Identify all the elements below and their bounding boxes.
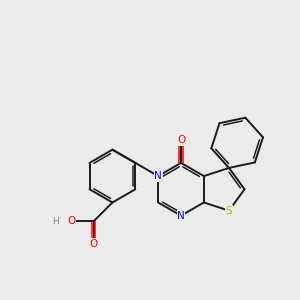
Text: H: H — [52, 217, 59, 226]
Text: S: S — [226, 206, 232, 216]
Text: O: O — [67, 216, 76, 226]
Text: O: O — [90, 238, 98, 249]
Text: O: O — [177, 135, 185, 146]
Text: N: N — [177, 211, 185, 221]
Text: N: N — [154, 171, 162, 181]
